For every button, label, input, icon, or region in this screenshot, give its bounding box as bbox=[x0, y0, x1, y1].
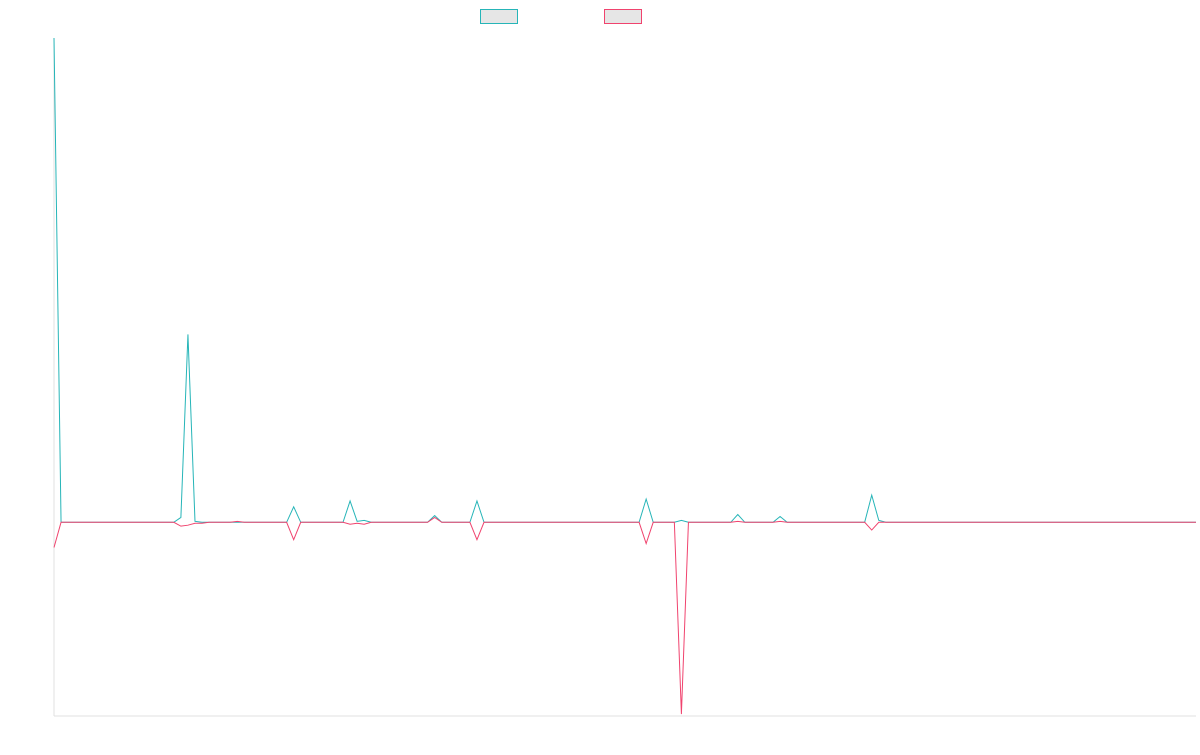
series-line-1[interactable] bbox=[53, 37, 1196, 523]
legend bbox=[0, 9, 1200, 27]
series-layer bbox=[53, 37, 1196, 715]
legend-swatch-series-1 bbox=[480, 9, 518, 24]
legend-item-series-2[interactable] bbox=[604, 9, 648, 24]
series-line-2[interactable] bbox=[53, 516, 1196, 715]
legend-item-series-1[interactable] bbox=[480, 9, 524, 24]
legend-swatch-series-2 bbox=[604, 9, 642, 24]
